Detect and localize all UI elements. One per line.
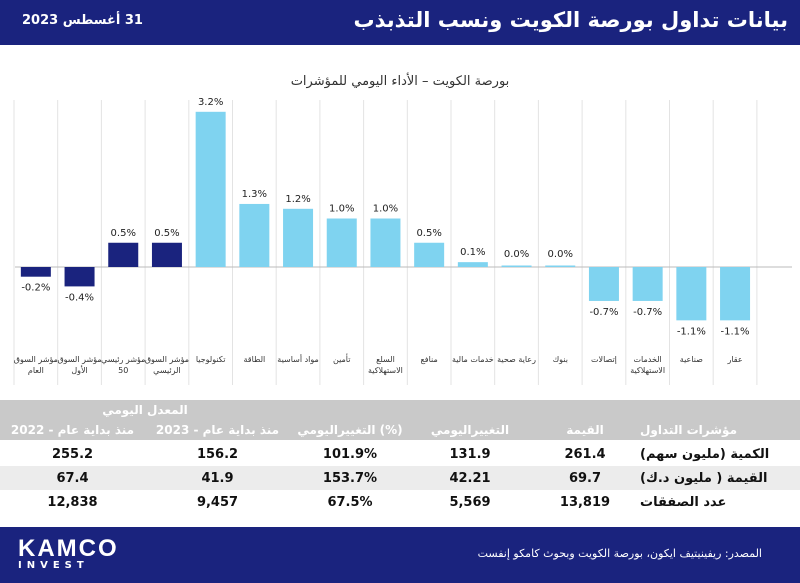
header-bar: بيانات تداول بورصة الكويت ونسب التذبذب 3… xyxy=(0,0,800,45)
data-label-16: -1.1% xyxy=(721,326,750,337)
data-label-8: 1.0% xyxy=(373,204,398,215)
cell-value: 261.4 xyxy=(564,446,606,462)
table-column-header-row: منذ بداية عام - 2022 منذ بداية عام - 202… xyxy=(0,420,800,442)
cell-ytd2023: 156.2 xyxy=(196,446,239,462)
cell-change-pct: 67.5% xyxy=(327,494,373,510)
data-label-15: -1.1% xyxy=(677,326,706,337)
logo-sub-text: INVEST xyxy=(18,560,89,571)
col-header-value: القيمة xyxy=(566,423,604,437)
bar-9 xyxy=(414,242,445,267)
bar-6 xyxy=(283,208,314,267)
col-header-ytd2023: منذ بداية عام - 2023 xyxy=(155,423,280,437)
report-date: 31 أغسطس 2023 xyxy=(22,13,143,28)
page-title: بيانات تداول بورصة الكويت ونسب التذبذب xyxy=(353,8,788,32)
bar-13 xyxy=(588,267,619,301)
data-label-13: -0.7% xyxy=(589,307,618,318)
category-label-16: عقار xyxy=(726,355,742,364)
category-label-15: صناعية xyxy=(680,355,703,364)
cell-value: 69.7 xyxy=(568,470,602,486)
bars-group xyxy=(20,111,751,321)
data-label-4: 3.2% xyxy=(198,97,223,108)
cell-label: عدد الصفقات xyxy=(640,494,727,510)
data-label-11: 0.0% xyxy=(504,249,529,260)
bar-1 xyxy=(64,267,95,287)
category-label-10: خدمات مالية xyxy=(452,355,494,364)
cell-ytd2022: 12,838 xyxy=(47,494,98,510)
data-labels-group: -0.2% -0.4% 0.5% 0.5% 3.2% 1.3% 1.2% 1.0% 1.0% 0.… xyxy=(21,97,749,338)
data-label-3: 0.5% xyxy=(154,228,179,239)
source-note: المصدر: ريفينيتيف ايكون، بورصة الكويت وب… xyxy=(477,547,762,560)
bar-7 xyxy=(326,218,357,267)
bar-4 xyxy=(195,111,226,267)
category-label-7: تأمين xyxy=(333,353,350,364)
bar-0 xyxy=(20,267,51,277)
category-label-1: مؤشر السوق الأول xyxy=(57,355,101,375)
cell-change: 5,569 xyxy=(449,494,491,510)
kamco-logo: KAMCO INVEST xyxy=(18,535,119,571)
category-label-0: مؤشر السوق العام xyxy=(14,355,58,375)
cell-change: 131.9 xyxy=(449,446,491,462)
footer-bar: KAMCO INVEST المصدر: ريفينيتيف ايكون، بو… xyxy=(0,527,800,583)
category-label-8: السلع الاستهلاكية xyxy=(368,355,403,375)
chart-title: بورصة الكويت – الأداء اليومي للمؤشرات xyxy=(291,72,510,89)
bar-11 xyxy=(501,265,532,267)
category-label-12: بنوك xyxy=(553,355,568,364)
cell-label: الكمية (مليون سهم) xyxy=(640,446,770,462)
bar-15 xyxy=(676,267,707,321)
cell-value: 13,819 xyxy=(559,494,611,510)
data-label-2: 0.5% xyxy=(111,228,136,239)
bar-16 xyxy=(720,267,751,321)
data-label-10: 0.1% xyxy=(460,247,485,258)
category-label-5: الطاقة xyxy=(243,355,265,364)
category-label-13: إتصالات xyxy=(591,355,617,365)
trading-table: المعدل اليومي منذ بداية عام - 2022 منذ ب… xyxy=(0,400,800,514)
category-label-6: مواد أساسية xyxy=(277,354,319,364)
table-group-header-row: المعدل اليومي xyxy=(0,400,800,420)
category-label-11: رعاية صحية xyxy=(497,355,536,364)
data-label-6: 1.2% xyxy=(285,194,310,205)
bar-5 xyxy=(239,203,270,267)
chart-dividers xyxy=(13,100,758,385)
category-label-3: مؤشر السوق الرئيسي xyxy=(145,355,189,375)
data-label-7: 1.0% xyxy=(329,204,354,215)
category-label-14: الخدمات الاستهلاكية xyxy=(630,355,665,375)
bar-8 xyxy=(370,218,401,267)
cell-change-pct: 153.7% xyxy=(322,470,378,486)
table-row: 255.2 156.2 101.9% 131.9 261.4 الكمية (م… xyxy=(0,442,800,466)
bar-3 xyxy=(151,242,182,267)
col-header-indicators: مؤشرات التداول xyxy=(640,423,738,437)
table-row: 12,838 9,457 67.5% 5,569 13,819 عدد الصف… xyxy=(0,490,800,514)
cell-change: 42.21 xyxy=(449,470,491,486)
logo-main-text: KAMCO xyxy=(18,535,119,562)
bar-14 xyxy=(632,267,663,301)
cell-label: القيمة ( مليون د.ك) xyxy=(640,470,768,486)
category-label-4: تكنولوجيا xyxy=(196,355,226,364)
cell-ytd2023: 9,457 xyxy=(196,494,239,510)
col-header-change-pct: التغييراليومي (%) xyxy=(297,423,403,437)
bar-chart: بورصة الكويت – الأداء اليومي للمؤشرات -0… xyxy=(13,72,792,385)
cell-ytd2022: 255.2 xyxy=(51,446,94,462)
cell-ytd2023: 41.9 xyxy=(201,470,234,486)
cell-ytd2022: 67.4 xyxy=(56,470,89,486)
category-label-2: مؤشر رئيسي 50 xyxy=(101,355,145,375)
bar-10 xyxy=(457,262,488,267)
cell-change-pct: 101.9% xyxy=(322,446,378,462)
data-label-1: -0.4% xyxy=(65,292,94,303)
bar-12 xyxy=(545,265,576,267)
group-header: المعدل اليومي xyxy=(102,403,188,417)
data-label-9: 0.5% xyxy=(416,228,441,239)
bar-2 xyxy=(108,242,139,267)
data-label-12: 0.0% xyxy=(548,249,573,260)
col-header-ytd2022: منذ بداية عام - 2022 xyxy=(10,423,135,437)
data-label-14: -0.7% xyxy=(633,307,662,318)
category-label-9: منافع xyxy=(421,355,438,364)
col-header-change: التغييراليومي xyxy=(430,423,510,437)
data-label-5: 1.3% xyxy=(242,189,267,200)
data-label-0: -0.2% xyxy=(21,283,50,294)
table-row: 67.4 41.9 153.7% 42.21 69.7 القيمة ( ملي… xyxy=(0,466,800,490)
